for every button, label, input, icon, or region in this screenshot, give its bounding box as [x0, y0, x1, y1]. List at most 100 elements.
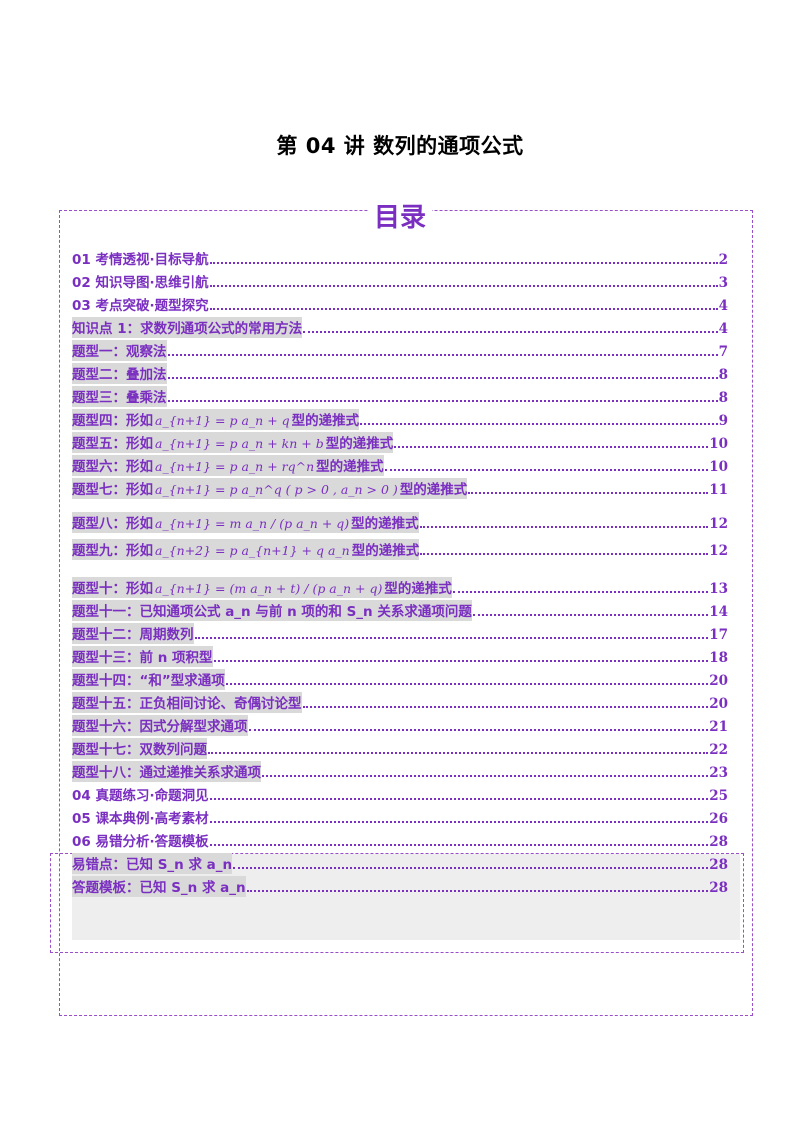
toc-entry-title: 题型一：观察法 — [72, 344, 167, 360]
toc-entry-title: 题型八：形如 — [72, 516, 153, 532]
toc-dot-leader — [246, 890, 709, 892]
toc-entry[interactable]: 题型十六：因式分解型求通项 21 — [72, 713, 728, 736]
toc-entry[interactable]: 题型十七：双数列问题 22 — [72, 736, 728, 759]
toc-entry[interactable]: 题型三：叠乘法 8 — [72, 384, 728, 407]
toc-entry-label: 题型十四：“和”型求通项 — [72, 669, 225, 690]
toc-dot-leader — [468, 492, 709, 494]
toc-page-number: 14 — [709, 604, 728, 620]
toc-entry-label: 题型十：形如 a_{n+1} = (m a_n + t) / (p a_n + q… — [72, 577, 452, 598]
toc-page-number: 7 — [718, 344, 728, 360]
toc-entry-title: 易错点：已知 S_n 求 a_n — [72, 857, 233, 873]
toc-dot-leader — [213, 660, 709, 662]
toc-page-number: 13 — [709, 581, 728, 597]
toc-entry-label: 题型十五：正负相间讨论、奇偶讨论型 — [72, 692, 302, 713]
toc-entry-suffix: 型的递推式 — [351, 543, 420, 559]
toc-entry-suffix: 型的递推式 — [325, 436, 394, 452]
toc-entry-label: 题型四：形如 a_{n+1} = p a_n + q 型的递推式 — [72, 409, 360, 430]
toc-page-number: 20 — [709, 673, 728, 689]
toc-entry-label: 02 知识导图·思维引航 — [72, 271, 209, 292]
toc-entry-title: 02 知识导图·思维引航 — [72, 275, 209, 291]
toc-entry[interactable]: 题型九：形如 a_{n+2} = p a_{n+1} + q a_n 型的递推式 12 — [72, 533, 728, 560]
toc-entry-formula: a_{n+1} = p a_n + q — [155, 413, 290, 428]
toc-entry-title: 题型七：形如 — [72, 482, 153, 498]
toc-entry[interactable]: 06 易错分析·答题模板 28 — [72, 828, 728, 851]
toc-entry-label: 题型七：形如 a_{n+1} = p a_n^q ( p > 0 , a_n > … — [72, 478, 468, 499]
toc-entry[interactable]: 题型六：形如 a_{n+1} = p a_n + rq^n 型的递推式 10 — [72, 453, 728, 476]
toc-page-number: 9 — [718, 413, 728, 429]
toc-entry[interactable]: 题型十五：正负相间讨论、奇偶讨论型 20 — [72, 690, 728, 713]
toc-entry-suffix: 型的递推式 — [316, 459, 384, 475]
toc-entry-formula: a_{n+1} = p a_n^q ( p > 0 , a_n > 0 ) — [155, 482, 398, 497]
toc-entry-label: 05 课本典例·高考素材 — [72, 807, 209, 828]
toc-dot-leader — [209, 798, 709, 800]
toc-entry-formula: a_{n+1} = p a_n + rq^n — [155, 459, 315, 474]
toc-heading-text: 目录 — [367, 203, 432, 233]
toc-dot-leader — [384, 469, 709, 471]
toc-entry[interactable]: 题型十：形如 a_{n+1} = (m a_n + t) / (p a_n + q… — [72, 560, 728, 598]
toc-page-number: 11 — [709, 482, 728, 498]
toc-entry[interactable]: 04 真题练习·命题洞见 25 — [72, 782, 728, 805]
toc-entry-title: 01 考情透视·目标导航 — [72, 252, 209, 268]
toc-entry-label: 题型十一：已知通项公式 a_n 与前 n 项的和 S_n 关系求通项问题 — [72, 600, 472, 621]
toc-entry[interactable]: 知识点 1：求数列通项公式的常用方法 4 — [72, 315, 728, 338]
toc-entry-label: 题型六：形如 a_{n+1} = p a_n + rq^n 型的递推式 — [72, 455, 384, 476]
toc-entry-formula: a_{n+1} = (m a_n + t) / (p a_n + q) — [155, 581, 383, 596]
toc-entry[interactable]: 03 考点突破·题型探究 4 — [72, 292, 728, 315]
toc-entry-title: 知识点 1：求数列通项公式的常用方法 — [72, 321, 303, 337]
toc-entry-suffix: 型的递推式 — [399, 482, 468, 498]
toc-entry[interactable]: 题型十八：通过递推关系求通项 23 — [72, 759, 728, 782]
toc-entry-label: 题型一：观察法 — [72, 340, 167, 361]
toc-page-number: 4 — [718, 298, 728, 314]
toc-entry-title: 题型十二：周期数列 — [72, 627, 194, 643]
toc-page-number: 28 — [709, 834, 728, 850]
toc-entry[interactable]: 02 知识导图·思维引航 3 — [72, 269, 728, 292]
toc-entry[interactable]: 题型五：形如 a_{n+1} = p a_n + kn + b 型的递推式 10 — [72, 430, 728, 453]
toc-entry-title: 题型十：形如 — [72, 581, 153, 597]
toc-entry-title: 06 易错分析·答题模板 — [72, 834, 209, 850]
toc-dot-leader — [167, 354, 718, 356]
toc-page-number: 8 — [718, 367, 728, 383]
toc-entry-title: 题型二：叠加法 — [72, 367, 167, 383]
toc-entry[interactable]: 题型十二：周期数列 17 — [72, 621, 728, 644]
toc-entry-suffix: 型的递推式 — [384, 581, 452, 597]
toc-entry[interactable]: 题型七：形如 a_{n+1} = p a_n^q ( p > 0 , a_n > … — [72, 476, 728, 499]
toc-entry[interactable]: 答题模板：已知 S_n 求 a_n 28 — [72, 874, 728, 897]
toc-dot-leader — [167, 377, 718, 379]
toc-entry-label: 题型十七：双数列问题 — [72, 738, 207, 759]
toc-entry-label: 题型三：叠乘法 — [72, 386, 167, 407]
toc-page-number: 21 — [709, 719, 728, 735]
toc-dot-leader — [302, 706, 709, 708]
toc-entry-title: 题型四：形如 — [72, 413, 153, 429]
toc-entry[interactable]: 题型十四：“和”型求通项 20 — [72, 667, 728, 690]
toc-page-number: 26 — [709, 811, 728, 827]
toc-entry[interactable]: 易错点：已知 S_n 求 a_n 28 — [72, 851, 728, 874]
toc-entry-label: 题型八：形如 a_{n+1} = m a_n / (p a_n + q) 型的递推式 — [72, 512, 419, 533]
toc-entry[interactable]: 题型十三：前 n 项积型 18 — [72, 644, 728, 667]
toc-entry[interactable]: 题型十一：已知通项公式 a_n 与前 n 项的和 S_n 关系求通项问题 14 — [72, 598, 728, 621]
toc-entry[interactable]: 题型八：形如 a_{n+1} = m a_n / (p a_n + q) 型的递推式… — [72, 499, 728, 533]
toc-entry-title: 题型十七：双数列问题 — [72, 742, 207, 758]
toc-entry-title: 答题模板：已知 S_n 求 a_n — [72, 880, 246, 896]
toc-dot-leader — [209, 821, 709, 823]
toc-entry[interactable]: 题型一：观察法 7 — [72, 338, 728, 361]
error-section-frame — [50, 853, 744, 953]
toc-entry[interactable]: 题型四：形如 a_{n+1} = p a_n + q 型的递推式 9 — [72, 407, 728, 430]
toc-entry[interactable]: 05 课本典例·高考素材 26 — [72, 805, 728, 828]
toc-entry-label: 易错点：已知 S_n 求 a_n — [72, 853, 233, 874]
toc-entry-title: 题型三：叠乘法 — [72, 390, 167, 406]
toc-page-number: 22 — [709, 742, 728, 758]
toc-entry-title: 题型十一：已知通项公式 a_n 与前 n 项的和 S_n 关系求通项问题 — [72, 604, 472, 620]
toc-entry-label: 题型十二：周期数列 — [72, 623, 194, 644]
toc-entry-label: 题型十八：通过递推关系求通项 — [72, 761, 261, 782]
toc-dot-leader — [209, 285, 718, 287]
toc-dot-leader — [248, 729, 709, 731]
toc-dot-leader — [394, 446, 709, 448]
toc-entry-formula: a_{n+1} = m a_n / (p a_n + q) — [155, 516, 350, 531]
toc-entry[interactable]: 题型二：叠加法 8 — [72, 361, 728, 384]
toc-page-number: 2 — [718, 252, 728, 268]
toc-dot-leader — [262, 775, 709, 777]
toc-entry[interactable]: 01 考情透视·目标导航 2 — [72, 246, 728, 269]
toc-dot-leader — [452, 591, 709, 593]
toc-entry-title: 题型六：形如 — [72, 459, 153, 475]
toc-entry-label: 01 考情透视·目标导航 — [72, 248, 209, 269]
